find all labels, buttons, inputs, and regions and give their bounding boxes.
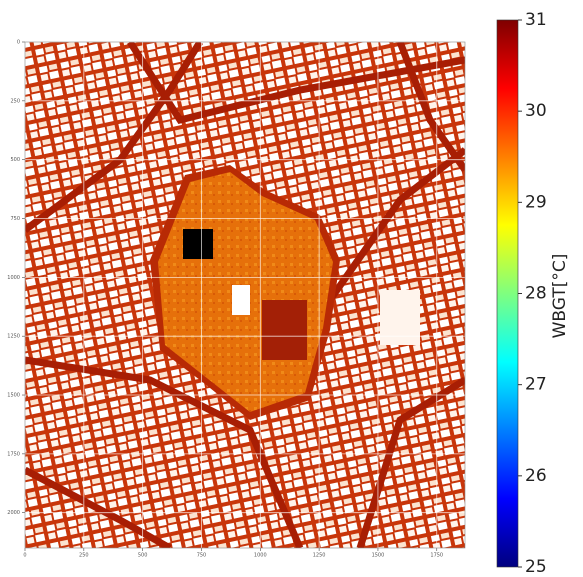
y-tick-label: 2000 <box>7 510 20 516</box>
colorbar-tick-label: 26 <box>525 466 547 486</box>
colorbar-tick-label: 27 <box>525 375 547 395</box>
colorbar-tick-label: 28 <box>525 284 547 304</box>
x-tick-label: 1000 <box>254 553 267 559</box>
y-tick-label: 1250 <box>7 334 20 340</box>
y-tick-label: 750 <box>10 216 20 222</box>
x-tick-label: 1750 <box>430 553 443 559</box>
x-tick-label: 250 <box>79 553 89 559</box>
x-tick-label: 1500 <box>372 553 385 559</box>
chart: 0 250 500 750 1000 1250 1500 1750 0 250 500 750 1000… <box>0 0 583 577</box>
colorbar-label: WBGT[°C] <box>550 254 570 339</box>
y-tick-label: 1000 <box>7 275 20 281</box>
y-tick-label: 1500 <box>7 393 20 399</box>
y-tick-label: 250 <box>10 98 20 104</box>
x-tick-label: 500 <box>138 553 148 559</box>
colorbar-group: 25 26 27 28 29 30 31 <box>497 10 547 577</box>
x-tick-label: 0 <box>23 553 26 559</box>
colorbar-tick-label: 31 <box>525 10 547 30</box>
map-image <box>25 42 465 548</box>
colorbar-tick-label: 29 <box>525 192 547 212</box>
y-tick-label: 0 <box>17 40 20 46</box>
x-tick-label: 750 <box>197 553 207 559</box>
colorbar-tick-label: 25 <box>525 557 547 577</box>
y-tick-label: 500 <box>10 157 20 163</box>
x-tick-label: 1250 <box>313 553 326 559</box>
colorbar-tick-label: 30 <box>525 101 547 121</box>
y-tick-label: 1750 <box>7 451 20 457</box>
colorbar <box>497 20 518 567</box>
